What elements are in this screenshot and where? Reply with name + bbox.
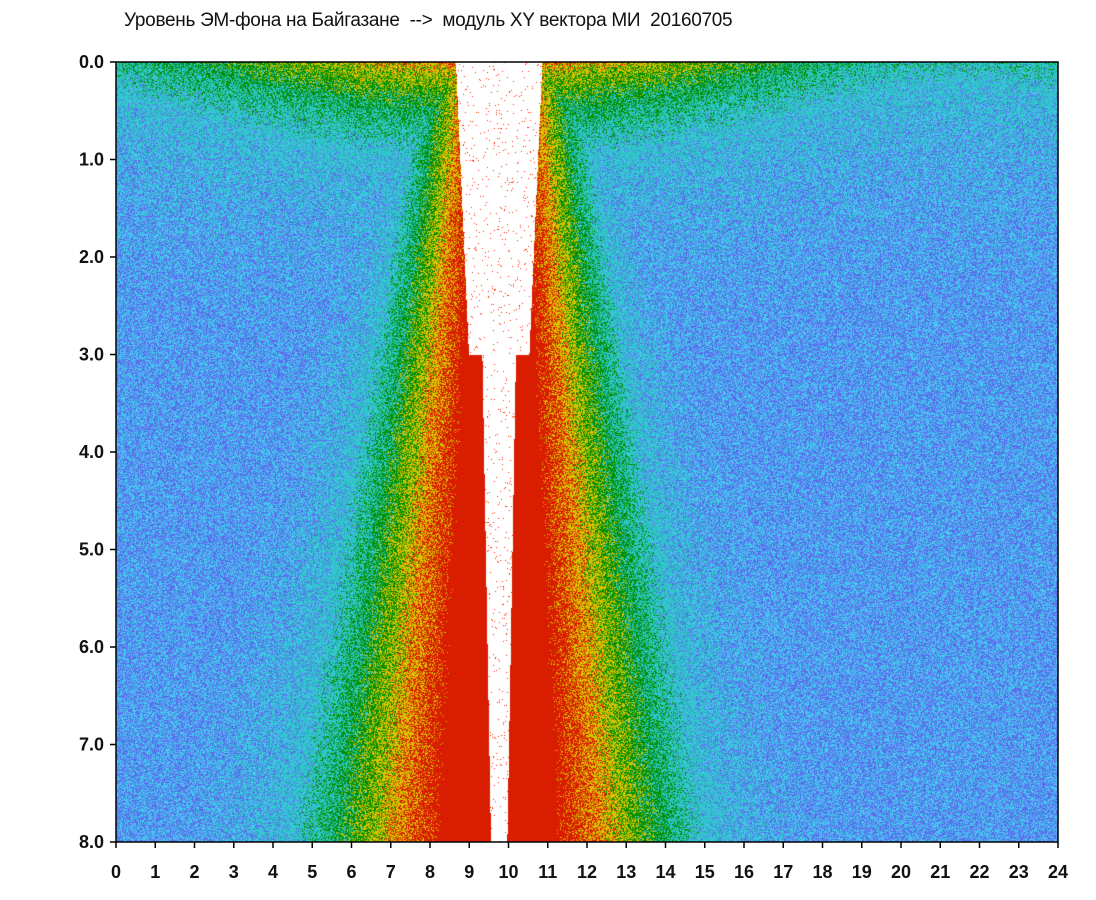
x-tick-label: 5 [307, 862, 317, 882]
y-tick-label: 4.0 [79, 442, 104, 462]
x-tick-label: 20 [891, 862, 911, 882]
x-tick-label: 9 [464, 862, 474, 882]
x-tick-label: 14 [655, 862, 675, 882]
x-tick-label: 0 [111, 862, 121, 882]
y-tick-label: 3.0 [79, 345, 104, 365]
x-tick-label: 12 [577, 862, 597, 882]
y-axis: 0.0 1.0 2.0 3.0 4.0 5.0 6.0 7.0 8.0 [79, 52, 116, 852]
x-tick-label: 4 [268, 862, 278, 882]
x-tick-label: 10 [498, 862, 518, 882]
y-tick-label: 8.0 [79, 832, 104, 852]
y-tick-label: 7.0 [79, 735, 104, 755]
plot-frame [115, 61, 1059, 843]
y-tick-label: 1.0 [79, 150, 104, 170]
x-tick-label: 6 [346, 862, 356, 882]
x-tick-label: 19 [852, 862, 872, 882]
x-tick-label: 24 [1048, 862, 1068, 882]
y-tick-label: 0.0 [79, 52, 104, 72]
chart-title: Уровень ЭМ-фона на Байгазане --> модуль … [124, 10, 733, 31]
y-tick-label: 5.0 [79, 540, 104, 560]
heatmap-plot-area [116, 62, 1058, 842]
x-axis: 0 1 2 3 4 5 6 7 8 9 10 11 12 13 14 15 16 17 18 19 20 21 22 23 24 [111, 842, 1068, 882]
x-tick-label: 23 [1009, 862, 1029, 882]
x-tick-label: 2 [189, 862, 199, 882]
x-tick-label: 21 [930, 862, 950, 882]
x-tick-label: 15 [695, 862, 715, 882]
x-tick-label: 7 [386, 862, 396, 882]
x-tick-label: 17 [773, 862, 793, 882]
x-tick-label: 11 [538, 862, 557, 882]
x-tick-label: 13 [616, 862, 636, 882]
y-tick-label: 6.0 [79, 637, 104, 657]
x-tick-label: 1 [150, 862, 160, 882]
x-tick-label: 3 [229, 862, 239, 882]
y-tick-label: 2.0 [79, 247, 104, 267]
x-tick-label: 22 [969, 862, 989, 882]
x-tick-label: 16 [734, 862, 754, 882]
x-tick-label: 8 [425, 862, 435, 882]
x-tick-label: 18 [812, 862, 832, 882]
